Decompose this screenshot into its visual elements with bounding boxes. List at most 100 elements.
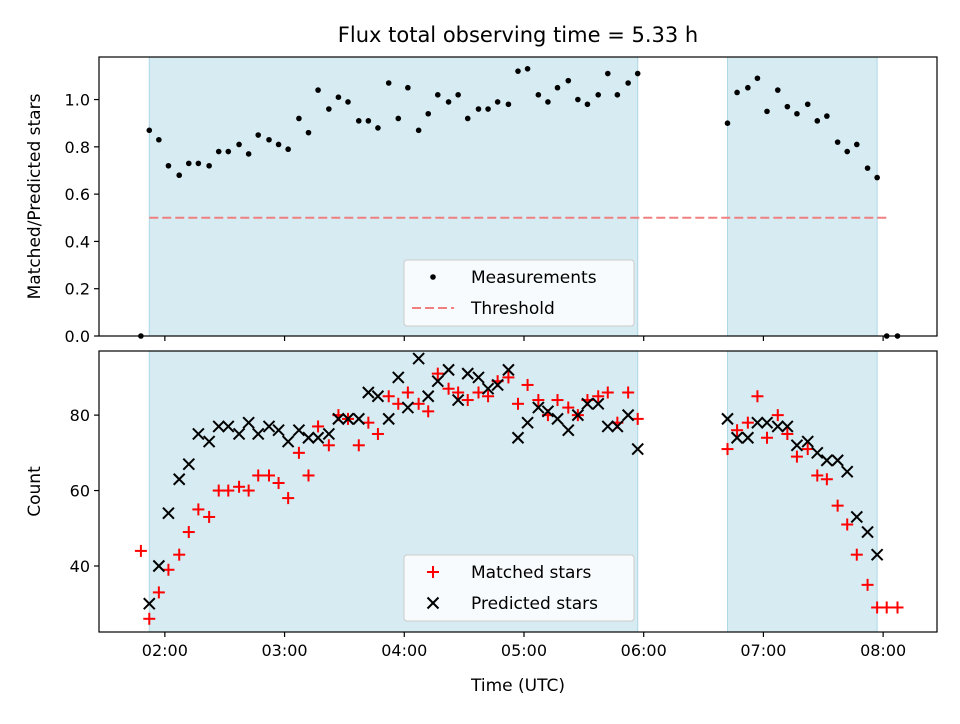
measurements-point xyxy=(545,99,551,105)
matched-stars-point xyxy=(152,586,165,599)
matched-stars-point xyxy=(272,477,285,490)
cross-stroke-b xyxy=(202,435,216,448)
cross-stroke-b xyxy=(751,416,764,429)
matched-stars-point xyxy=(790,450,803,463)
predicted-stars-point xyxy=(850,510,863,524)
cross-stroke-b xyxy=(311,431,325,444)
measurements-point xyxy=(575,96,581,103)
ratio-y-ticks: 0.0 0.2 0.4 0.6 0.8 1.0 xyxy=(65,91,99,346)
predicted-stars-point xyxy=(341,412,355,426)
cross-stroke-b xyxy=(192,427,205,441)
cross-stroke-b xyxy=(781,420,794,433)
legend-label-threshold: Threshold xyxy=(470,299,555,319)
measurements-point xyxy=(464,115,471,122)
cross-stroke-b xyxy=(322,427,336,441)
matched-stars-point xyxy=(203,510,216,523)
predicted-stars-point xyxy=(262,420,276,433)
predicted-stars-point xyxy=(332,412,345,426)
predicted-stars-point xyxy=(521,416,534,429)
cross-stroke-b xyxy=(511,431,525,444)
count-legend: Matched stars Predicted stars xyxy=(403,554,635,622)
cross-stroke-b xyxy=(392,371,405,384)
x-tick-label: 06:00 xyxy=(621,641,667,660)
matched-stars-point xyxy=(173,548,186,561)
x-tick-label: 04:00 xyxy=(381,641,427,660)
matched-stars-point xyxy=(601,386,614,399)
matched-stars-point xyxy=(502,371,515,384)
measurements-point xyxy=(385,80,392,86)
y-tick-label: 80 xyxy=(70,406,90,425)
measurements-point xyxy=(634,70,641,77)
predicted-stars-point xyxy=(730,431,744,444)
predicted-stars-point xyxy=(182,457,195,471)
matched-stars-point xyxy=(442,382,455,395)
x-tick-label: 08:00 xyxy=(860,641,906,660)
cross-stroke-b xyxy=(592,397,605,411)
cross-stroke-b xyxy=(521,416,534,429)
ratio-x-ticks xyxy=(164,336,884,341)
predicted-stars-point xyxy=(412,352,425,365)
measurements-point xyxy=(494,99,501,105)
matched-stars-point xyxy=(562,401,575,414)
predicted-stars-point xyxy=(811,446,824,460)
measurements-point xyxy=(236,141,242,148)
matched-stars-point xyxy=(382,390,395,403)
predicted-stars-point xyxy=(382,412,395,426)
matched-stars-point xyxy=(292,446,305,459)
matched-stars-point xyxy=(831,499,844,512)
legend-swatch-predicted-stars xyxy=(426,596,440,610)
measurements-point xyxy=(185,160,192,167)
matched-stars-point xyxy=(262,469,275,482)
predicted-stars-point xyxy=(841,465,854,478)
predicted-stars-point xyxy=(302,431,315,444)
measurements-point xyxy=(804,101,811,108)
matched-stars-point xyxy=(401,386,414,399)
measurements-point xyxy=(794,110,800,117)
legend-swatch-matched-stars xyxy=(427,566,439,578)
cross-stroke-b xyxy=(173,473,186,486)
matched-stars-point xyxy=(482,390,495,403)
predicted-stars-point xyxy=(162,506,175,520)
matched-stars-point xyxy=(242,484,255,497)
cross-stroke-b xyxy=(292,424,306,437)
ratio-legend: Measurements Threshold xyxy=(403,259,635,327)
matched-stars-point xyxy=(392,397,405,410)
measurements-point xyxy=(554,84,561,91)
predicted-stars-point xyxy=(401,401,415,414)
predicted-stars-point xyxy=(392,371,405,384)
matched-stars-point xyxy=(352,439,365,452)
matched-stars-point xyxy=(622,386,635,399)
x-tick-label: 05:00 xyxy=(501,641,547,660)
ratio-panel: 0.0 0.2 0.4 0.6 0.8 1.0 Matched/Predicted sta… xyxy=(25,56,938,346)
matched-stars-point xyxy=(880,601,893,614)
predicted-stars-point xyxy=(431,374,444,388)
measurements-point xyxy=(445,99,452,105)
cross-stroke-b xyxy=(491,378,504,392)
cross-stroke-b xyxy=(541,405,555,418)
measurements-point xyxy=(345,99,351,105)
measurements-point xyxy=(245,151,252,157)
matched-stars-point xyxy=(771,409,784,422)
predicted-stars-point xyxy=(760,416,774,429)
x-tick-label: 03:00 xyxy=(262,641,308,660)
cross-stroke-b xyxy=(281,435,295,448)
predicted-stars-point xyxy=(532,401,545,414)
matched-stars-point xyxy=(592,390,605,403)
cross-stroke-b xyxy=(811,446,824,460)
predicted-stars-point xyxy=(870,548,884,561)
cross-stroke-b xyxy=(252,427,265,441)
matched-stars-point xyxy=(551,394,564,407)
measurements-point xyxy=(515,68,521,74)
count-panel-frame xyxy=(98,350,938,633)
ratio-marks xyxy=(138,66,901,339)
cross-stroke-b xyxy=(790,439,804,452)
matched-stars-point xyxy=(532,394,545,407)
cross-stroke-b xyxy=(341,412,355,426)
measurements-point xyxy=(844,148,851,155)
measurements-point xyxy=(335,94,342,100)
matched-stars-point xyxy=(811,469,824,482)
measurements-point xyxy=(195,160,202,167)
matched-stars-point xyxy=(134,544,147,557)
count-panel: 40 60 80 02:00 03:00 04:00 05:00 06:00 07:00 08:… xyxy=(25,350,938,660)
